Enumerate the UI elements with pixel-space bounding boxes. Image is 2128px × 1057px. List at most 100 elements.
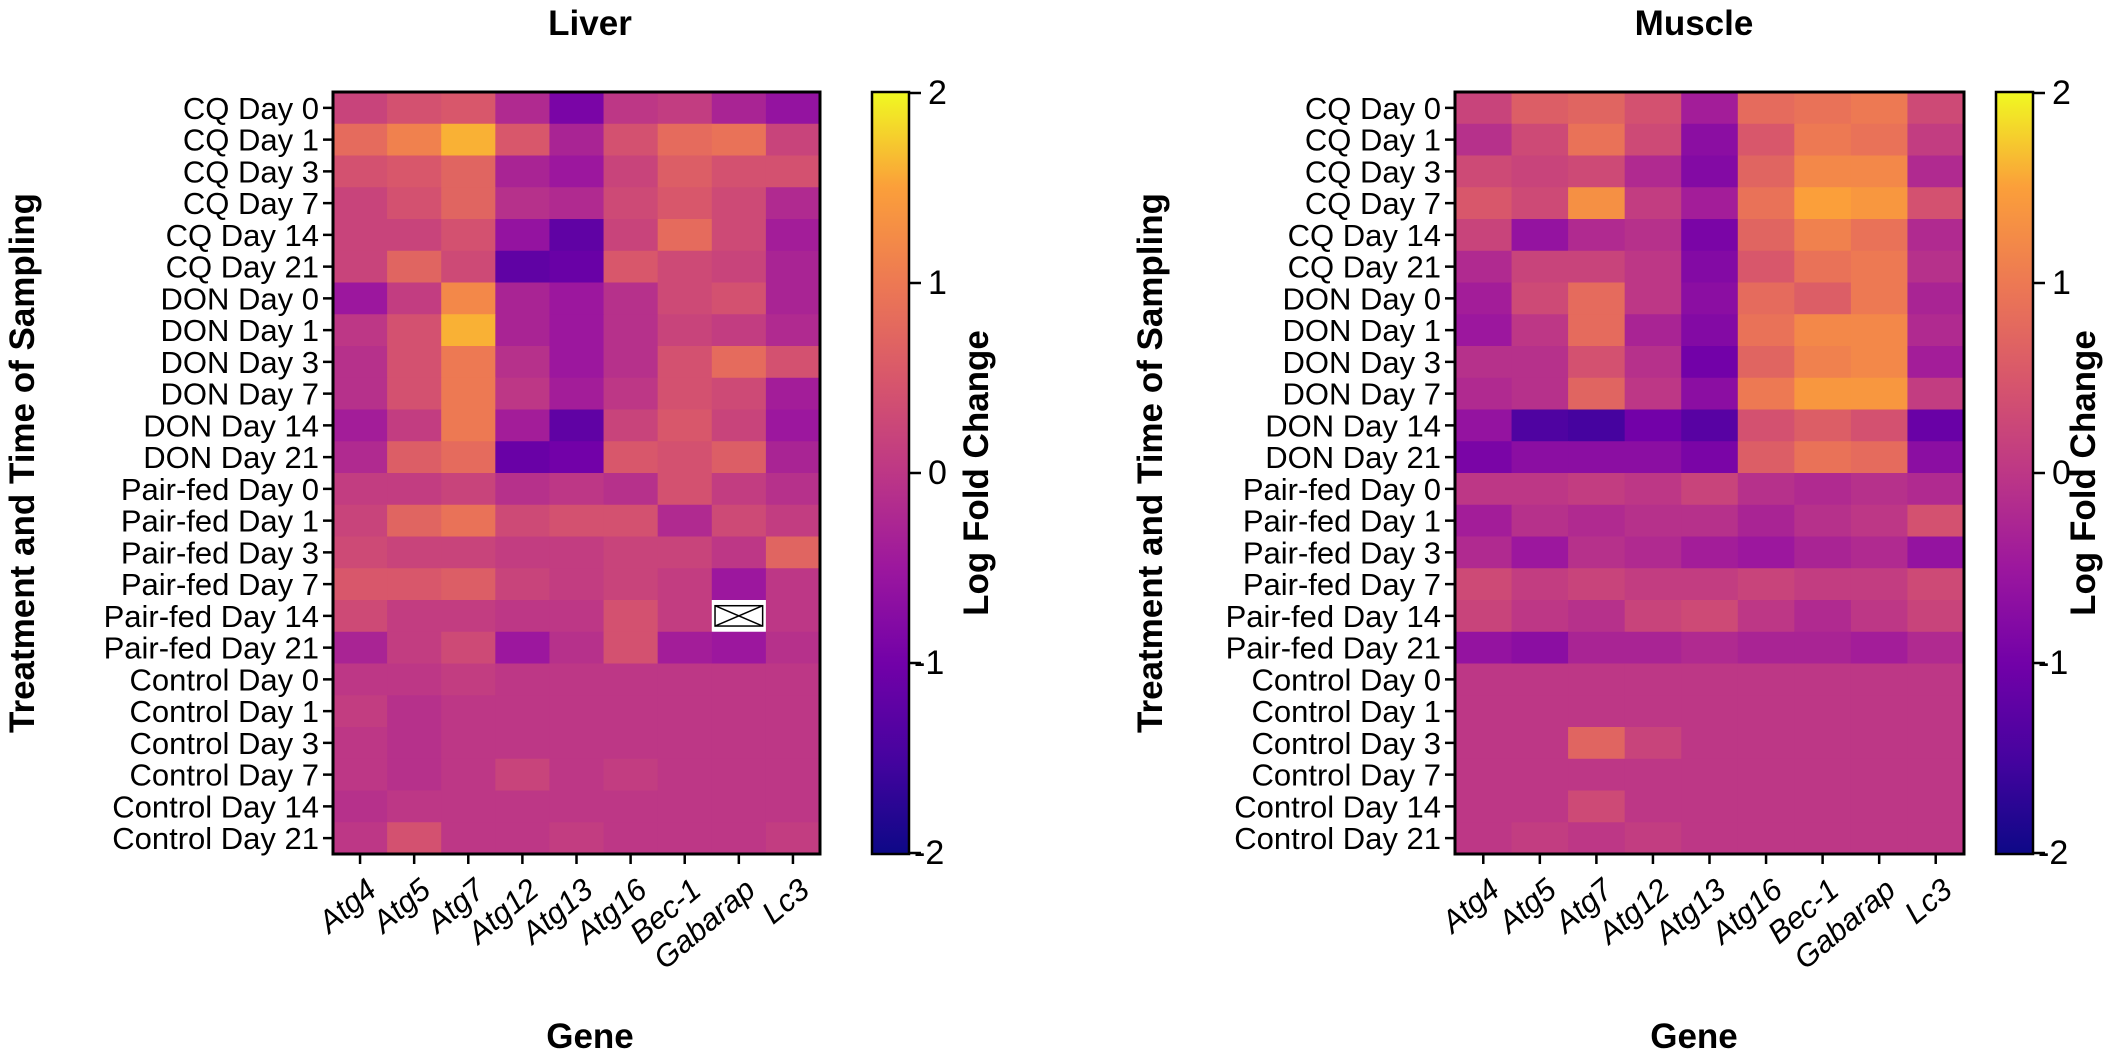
heatmap-cell: [657, 790, 713, 823]
heatmap-cell: [1455, 536, 1513, 569]
heatmap-cell: [1907, 631, 1965, 665]
heatmap-cell: [1794, 346, 1852, 379]
x-axis-title: Gene: [1650, 1017, 1738, 1056]
heatmap-cell: [1511, 346, 1569, 379]
column-label: Atg4: [1433, 872, 1506, 941]
heatmap-cell: [1455, 663, 1513, 696]
liver-panel: Liver Treatment and Time of Sampling Gen…: [3, 4, 996, 1056]
plot-frame: [1453, 90, 1966, 856]
heatmap-cell: [1455, 155, 1513, 188]
heatmap-cell: [1568, 536, 1626, 569]
row-label: DON Day 21: [143, 440, 319, 475]
heatmap-cell: [1511, 282, 1569, 315]
heatmap-cell: [1568, 663, 1626, 696]
heatmap-cell: [387, 346, 442, 379]
heatmap-cell: [1907, 187, 1965, 220]
heatmap-cell: [1737, 631, 1795, 665]
heatmap-cell: [1850, 155, 1909, 188]
heatmap-cell: [1455, 790, 1513, 823]
heatmap-cell: [1737, 663, 1795, 696]
colorbar-gradient: [1994, 90, 2035, 856]
heatmap-cell: [1850, 758, 1909, 792]
heatmap-cell: [1624, 346, 1682, 379]
heatmap-cell: [603, 504, 659, 538]
colorbar-title: Log Fold Change: [957, 330, 996, 616]
heatmap-cell: [711, 631, 767, 665]
heatmap-cell: [549, 727, 605, 760]
heatmap-cell: [1850, 92, 1909, 125]
heatmap-cell: [1624, 441, 1682, 474]
column-label: Lc3: [1898, 872, 1959, 931]
heatmap-cell: [387, 155, 442, 188]
heatmap-cell: [1850, 250, 1909, 284]
heatmap-cell: [1455, 187, 1513, 220]
row-label: CQ Day 3: [183, 154, 319, 189]
heatmap-cell: [1511, 695, 1569, 728]
heatmap-cell: [549, 92, 605, 125]
heatmap-cell: [441, 123, 496, 157]
row-label: DON Day 1: [1283, 313, 1441, 348]
heatmap-cell: [1511, 155, 1569, 188]
heatmap-cell: [1455, 822, 1513, 855]
row-label: CQ Day 14: [166, 218, 319, 253]
heatmap-cell: [1737, 123, 1795, 157]
heatmap-cell: [387, 822, 442, 855]
heatmap-cell: [387, 123, 442, 157]
heatmap-cell: [657, 473, 713, 506]
heatmap-cell: [765, 695, 821, 728]
heatmap-cell: [711, 92, 767, 125]
heatmap-cell: [441, 758, 496, 792]
row-label: Control Day 0: [1251, 662, 1441, 697]
heatmap-cell: [549, 155, 605, 188]
heatmap-cell: [1455, 631, 1513, 665]
muscle-panel: Muscle Treatment and Time of Sampling Ge…: [1131, 4, 2103, 1056]
heatmap-cell: [1624, 822, 1682, 855]
heatmap-cell: [711, 250, 767, 284]
heatmap-cell: [1681, 123, 1739, 157]
heatmap-cell: [387, 695, 442, 728]
heatmap-cell: [441, 441, 496, 474]
heatmap-cell: [1624, 409, 1682, 442]
heatmap-cell: [1455, 92, 1513, 125]
heatmap-cell: [1568, 695, 1626, 728]
heatmap-cell: [711, 568, 767, 601]
heatmap-cell: [1907, 377, 1965, 411]
heatmap-cell: [1850, 631, 1909, 665]
heatmap-cell: [549, 568, 605, 601]
heatmap-cell: [1568, 758, 1626, 792]
heatmap-cell: [1681, 504, 1739, 538]
heatmap-cell: [603, 441, 659, 474]
heatmap-cell: [1794, 473, 1852, 506]
heatmap-cell: [1850, 790, 1909, 823]
heatmap-cell: [1737, 314, 1795, 347]
heatmap-cell: [1850, 822, 1909, 855]
colorbar-tick-label: 2: [2052, 74, 2071, 112]
heatmap-cell: [387, 790, 442, 823]
row-label: Control Day 14: [112, 789, 319, 824]
heatmap-cell: [1850, 473, 1909, 506]
heatmap-cell: [333, 250, 388, 284]
heatmap-cell: [1794, 663, 1852, 696]
heatmap-cell: [333, 504, 388, 538]
heatmap-cell: [441, 250, 496, 284]
heatmap-cell: [765, 282, 821, 315]
heatmap-cell: [765, 536, 821, 569]
heatmap-cell: [1907, 123, 1965, 157]
heatmap-cell: [1681, 473, 1739, 506]
row-labels: CQ Day 0CQ Day 1CQ Day 3CQ Day 7CQ Day 1…: [104, 91, 319, 856]
heatmap-cell: [1737, 409, 1795, 442]
heatmap-cell: [1850, 695, 1909, 728]
heatmap-cell: [603, 377, 659, 411]
heatmap-cell: [657, 377, 713, 411]
colorbar-title: Log Fold Change: [2064, 330, 2103, 616]
heatmap-cell: [1455, 600, 1513, 633]
heatmap-cell: [495, 504, 551, 538]
heatmap-cell: [549, 377, 605, 411]
heatmap-cell: [1624, 631, 1682, 665]
row-label: Control Day 1: [129, 694, 319, 729]
heatmap-cell: [1737, 282, 1795, 315]
heatmap-cell: [549, 631, 605, 665]
heatmap-cell: [603, 758, 659, 792]
heatmap-cell: [1737, 758, 1795, 792]
heatmap-cell: [1907, 758, 1965, 792]
